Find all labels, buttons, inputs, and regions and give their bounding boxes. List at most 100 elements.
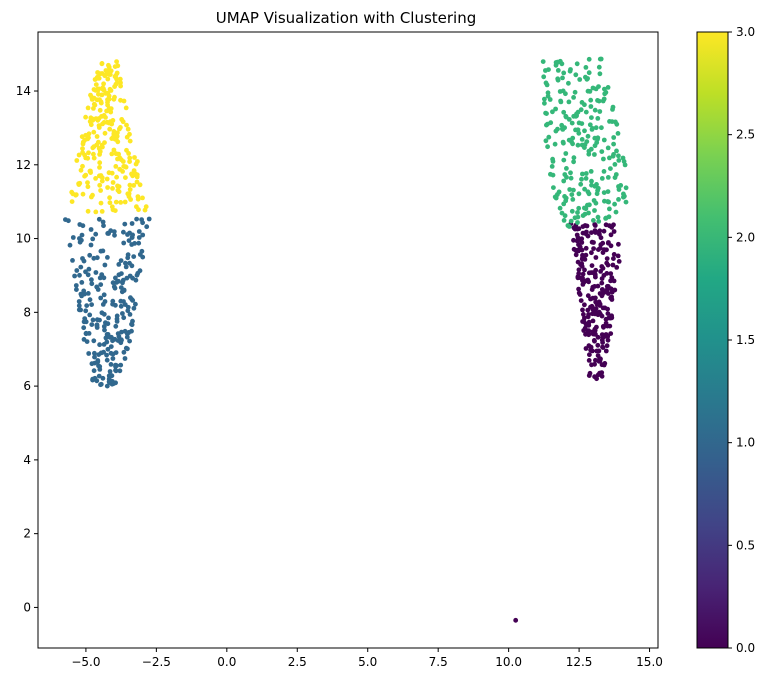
scatter-point-cluster-2	[613, 209, 619, 215]
scatter-point-cluster-3	[117, 76, 123, 82]
scatter-point-cluster-1	[127, 230, 132, 236]
scatter-point-cluster-1	[97, 367, 103, 372]
y-tick-label: 0	[23, 600, 31, 614]
scatter-point-cluster-1	[76, 303, 82, 309]
scatter-point-cluster-2	[590, 85, 596, 91]
scatter-point-cluster-1	[81, 337, 87, 342]
scatter-point-cluster-1	[96, 216, 102, 222]
scatter-point-cluster-2	[623, 199, 629, 205]
scatter-point-cluster-1	[106, 315, 111, 321]
scatter-point-cluster-1	[127, 312, 133, 317]
scatter-point-cluster-3	[103, 68, 109, 73]
scatter-point-cluster-3	[115, 187, 121, 193]
scatter-point-cluster-3	[125, 126, 131, 132]
scatter-point-cluster-1	[100, 248, 106, 254]
scatter-point-cluster-3	[137, 182, 143, 188]
scatter-point-cluster-2	[586, 210, 591, 216]
scatter-point-cluster-1	[125, 255, 131, 261]
scatter-point-cluster-0	[578, 298, 584, 303]
scatter-point-cluster-3	[97, 182, 103, 188]
scatter-point-cluster-1	[125, 346, 130, 352]
scatter-point-cluster-2	[586, 191, 592, 197]
scatter-point-cluster-3	[98, 188, 103, 193]
scatter-point-cluster-3	[70, 191, 76, 197]
scatter-point-cluster-2	[570, 197, 576, 202]
scatter-point-cluster-2	[585, 133, 591, 139]
scatter-point-cluster-3	[96, 139, 101, 145]
scatter-point-cluster-2	[601, 156, 606, 162]
scatter-point-cluster-2	[616, 153, 621, 159]
scatter-point-cluster-0	[589, 230, 594, 236]
scatter-point-cluster-3	[107, 200, 113, 206]
scatter-point-cluster-3	[99, 114, 104, 119]
scatter-point-cluster-3	[96, 123, 102, 128]
scatter-point-cluster-2	[553, 106, 558, 112]
scatter-point-cluster-1	[96, 373, 102, 379]
scatter-point-cluster-1	[124, 275, 130, 281]
scatter-point-cluster-1	[84, 303, 90, 308]
x-tick-label: 0.0	[217, 655, 236, 669]
scatter-point-cluster-3	[134, 174, 140, 180]
scatter-point-cluster-2	[599, 125, 604, 131]
scatter-point-cluster-0	[593, 295, 598, 301]
scatter-point-cluster-2	[607, 206, 612, 212]
scatter-point-cluster-1	[110, 356, 116, 361]
scatter-point-cluster-0	[591, 338, 597, 343]
scatter-point-cluster-0	[604, 289, 610, 295]
scatter-point-cluster-2	[564, 166, 569, 171]
scatter-point-cluster-0	[580, 275, 585, 281]
scatter-point-cluster-3	[118, 200, 124, 205]
scatter-point-cluster-0	[601, 228, 607, 234]
scatter-point-cluster-0	[583, 252, 589, 258]
x-tick-label: 10.0	[495, 655, 522, 669]
scatter-point-cluster-2	[595, 98, 600, 103]
scatter-point-cluster-1	[101, 324, 107, 329]
scatter-point-cluster-0	[608, 232, 614, 238]
scatter-point-cluster-1	[79, 293, 84, 299]
scatter-point-cluster-3	[102, 130, 108, 136]
scatter-point-cluster-2	[594, 140, 600, 146]
scatter-point-cluster-2	[594, 191, 600, 197]
scatter-point-cluster-1	[92, 350, 97, 356]
scatter-point-cluster-0	[593, 299, 599, 305]
scatter-point-cluster-3	[80, 150, 85, 156]
scatter-point-cluster-0	[585, 307, 591, 313]
scatter-point-cluster-0	[604, 343, 610, 349]
scatter-point-cluster-0	[576, 271, 582, 276]
scatter-point-cluster-2	[553, 128, 559, 134]
scatter-point-cluster-1	[100, 375, 106, 381]
scatter-point-cluster-0	[616, 241, 621, 247]
scatter-point-cluster-1	[129, 242, 135, 247]
scatter-point-cluster-3	[106, 170, 112, 176]
y-tick-label: 12	[16, 158, 31, 172]
scatter-point-cluster-1	[95, 358, 101, 363]
scatter-point-cluster-2	[547, 97, 553, 102]
scatter-point-cluster-2	[571, 95, 576, 100]
scatter-point-cluster-0	[585, 322, 591, 328]
scatter-point-cluster-1	[99, 272, 105, 277]
scatter-point-cluster-1	[113, 362, 118, 368]
scatter-point-cluster-3	[127, 182, 133, 188]
scatter-point-cluster-1	[126, 238, 132, 244]
scatter-point-cluster-2	[583, 109, 589, 115]
x-tick-label: −5.0	[71, 655, 100, 669]
scatter-point-cluster-0	[593, 230, 598, 235]
scatter-point-cluster-2	[551, 185, 556, 191]
scatter-point-cluster-1	[121, 349, 127, 355]
scatter-point-cluster-2	[572, 89, 578, 95]
scatter-point-cluster-0	[583, 231, 589, 237]
scatter-point-cluster-1	[121, 315, 127, 321]
colorbar-ticks: 0.0 0.5 1.0 1.5 2.0 2.5 3.0	[728, 25, 755, 655]
scatter-point-cluster-2	[561, 218, 567, 223]
scatter-point-cluster-1	[107, 334, 113, 340]
scatter-point-cluster-1	[100, 219, 106, 225]
scatter-point-cluster-2	[579, 137, 585, 142]
scatter-point-cluster-2	[605, 175, 611, 180]
scatter-point-cluster-1	[129, 221, 135, 226]
scatter-point-cluster-3	[106, 93, 112, 99]
scatter-point-cluster-2	[548, 171, 553, 177]
scatter-point-cluster-0	[589, 250, 594, 256]
scatter-point-cluster-2	[616, 158, 622, 163]
scatter-point-cluster-2	[562, 172, 568, 177]
scatter-point-cluster-0	[615, 253, 621, 259]
